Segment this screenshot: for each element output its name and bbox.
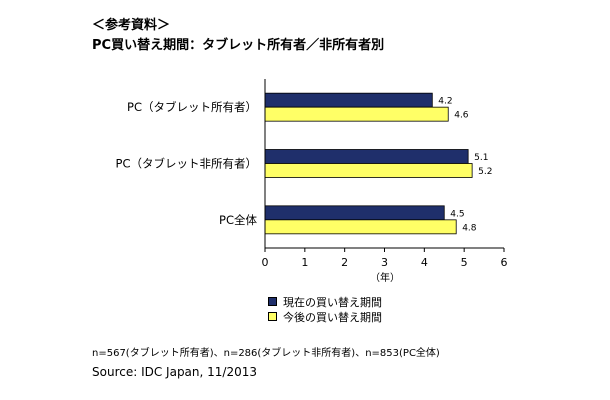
- bar: [264, 163, 473, 178]
- bar: [264, 205, 445, 221]
- bar: [264, 92, 433, 108]
- legend-swatch-future: [268, 312, 277, 321]
- data-label: 4.6: [454, 111, 469, 121]
- legend-item-future: 今後の買い替え期間: [268, 309, 382, 324]
- x-tick-label: 1: [301, 256, 308, 269]
- chart-title: PC買い替え期間：タブレット所有者／非所有者別: [92, 38, 385, 53]
- x-tick-label: 2: [341, 256, 348, 269]
- x-tick-label: 6: [501, 256, 508, 269]
- category-label: PC（タブレット所有者）: [127, 100, 257, 114]
- x-axis-label: （年）: [370, 271, 400, 284]
- data-label: 4.5: [450, 209, 464, 219]
- category-label: PC（タブレット非所有者）: [116, 157, 257, 171]
- bar: [264, 106, 449, 122]
- bar: [264, 149, 469, 164]
- data-label: 5.1: [474, 153, 488, 163]
- sample-size-footnote: n=567(タブレット所有者)、n=286(タブレット非所有者)、n=853(P…: [92, 348, 440, 359]
- x-tick-label: 3: [381, 256, 388, 269]
- category-label: PC全体: [219, 213, 257, 227]
- x-tick-label: 0: [262, 256, 269, 269]
- data-label: 4.2: [438, 97, 452, 107]
- source-line: Source: IDC Japan, 11/2013: [92, 365, 257, 379]
- legend-label-current: 現在の買い替え期間: [283, 295, 382, 309]
- legend-item-current: 現在の買い替え期間: [268, 294, 382, 309]
- x-tick-label: 5: [461, 256, 468, 269]
- data-label: 5.2: [478, 167, 492, 177]
- bar: [264, 219, 457, 235]
- data-label: 4.8: [462, 223, 477, 233]
- heading-note: ＜参考資料＞: [92, 18, 171, 33]
- legend-swatch-current: [268, 297, 277, 306]
- x-tick-label: 4: [421, 256, 428, 269]
- legend-label-future: 今後の買い替え期間: [283, 310, 382, 324]
- legend: 現在の買い替え期間 今後の買い替え期間: [268, 294, 382, 324]
